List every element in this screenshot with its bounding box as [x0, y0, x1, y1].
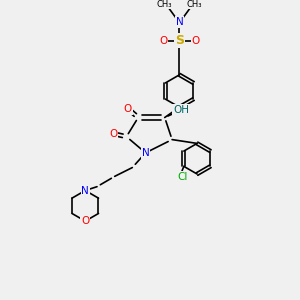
Text: S: S — [175, 34, 184, 47]
Text: O: O — [191, 36, 200, 46]
Text: O: O — [109, 129, 117, 139]
Text: CH₃: CH₃ — [186, 0, 202, 9]
Text: Cl: Cl — [177, 172, 188, 182]
Text: N: N — [142, 148, 149, 158]
Text: N: N — [81, 185, 89, 196]
Text: O: O — [159, 36, 167, 46]
Text: N: N — [176, 17, 183, 27]
Text: OH: OH — [173, 105, 189, 115]
Text: O: O — [124, 104, 132, 114]
Text: CH₃: CH₃ — [157, 0, 172, 9]
Text: O: O — [81, 216, 89, 226]
